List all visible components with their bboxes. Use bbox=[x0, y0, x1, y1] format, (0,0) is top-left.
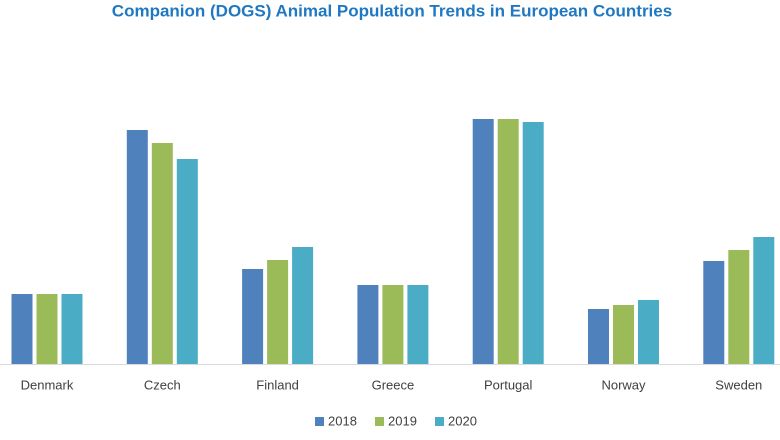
bar bbox=[522, 122, 544, 364]
bar bbox=[11, 294, 33, 364]
bar bbox=[613, 305, 634, 364]
bar bbox=[267, 260, 289, 364]
bar bbox=[407, 285, 429, 364]
x-tick-label: Greece bbox=[372, 377, 415, 392]
bar bbox=[728, 250, 750, 364]
legend-label: 2019 bbox=[388, 413, 417, 428]
bar bbox=[242, 269, 264, 364]
bar bbox=[638, 300, 659, 364]
bar bbox=[357, 285, 379, 364]
x-tick-label: Norway bbox=[601, 377, 646, 392]
x-tick-label: Portugal bbox=[484, 377, 533, 392]
bar bbox=[61, 294, 83, 364]
legend-swatch bbox=[315, 417, 324, 426]
bar bbox=[497, 119, 519, 364]
chart-title: Companion (DOGS) Animal Population Trend… bbox=[112, 1, 672, 20]
x-tick-label: Denmark bbox=[21, 377, 74, 392]
bar bbox=[588, 309, 609, 364]
legend-label: 2018 bbox=[328, 413, 357, 428]
x-tick-label: Czech bbox=[144, 377, 181, 392]
x-tick-label: Sweden bbox=[715, 377, 762, 392]
bar bbox=[382, 285, 404, 364]
legend-swatch bbox=[375, 417, 384, 426]
bar bbox=[472, 119, 494, 364]
x-tick-label: Finland bbox=[256, 377, 299, 392]
bar bbox=[292, 247, 314, 364]
bar bbox=[753, 237, 775, 364]
legend-label: 2020 bbox=[448, 413, 477, 428]
bar bbox=[703, 261, 725, 364]
bar bbox=[36, 294, 58, 364]
bar bbox=[126, 130, 148, 364]
bar bbox=[151, 143, 173, 364]
legend-swatch bbox=[435, 417, 444, 426]
bar bbox=[176, 159, 198, 364]
